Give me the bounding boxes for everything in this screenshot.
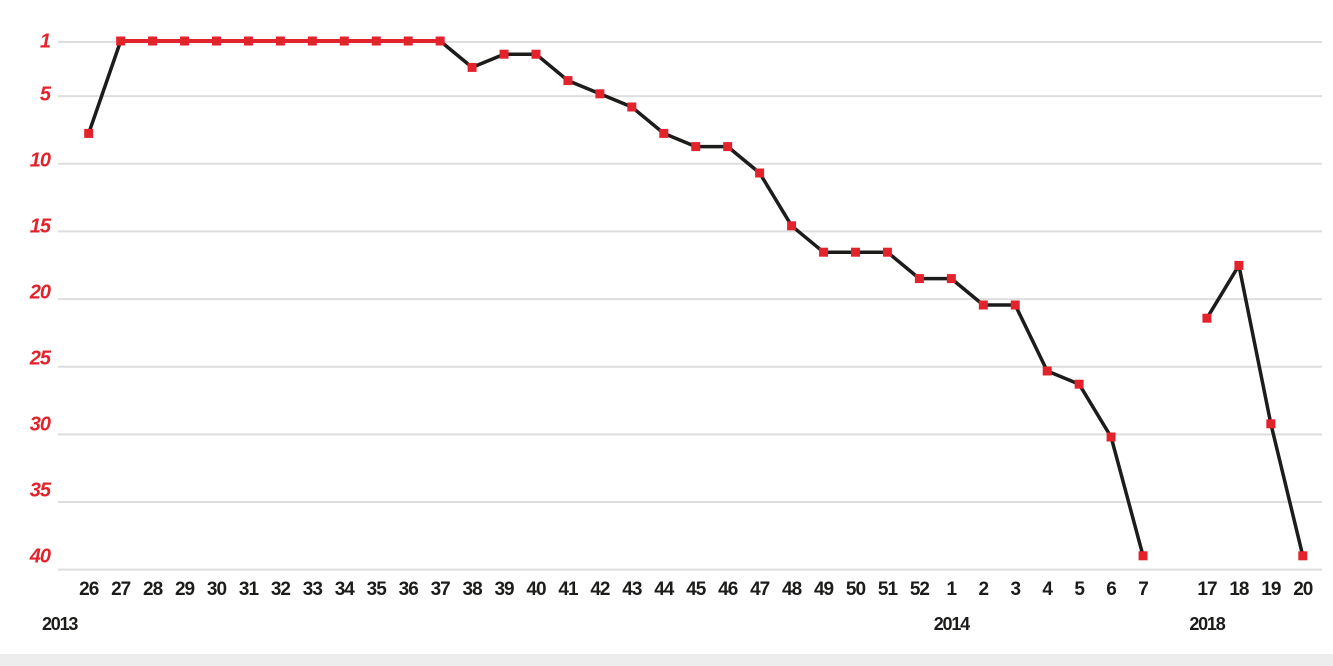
data-point-marker <box>1298 551 1308 561</box>
x-axis-week-label: 17 <box>1197 579 1217 600</box>
data-point-marker <box>499 49 509 59</box>
data-point-marker <box>627 102 637 112</box>
x-axis-week-label: 33 <box>303 579 323 600</box>
data-point-marker <box>787 221 797 231</box>
x-axis-week-label: 40 <box>526 579 546 600</box>
x-axis-week-label: 5 <box>1074 579 1085 600</box>
data-point-marker <box>1010 300 1020 310</box>
x-axis-week-label: 4 <box>1042 579 1053 600</box>
data-point-marker <box>212 36 221 46</box>
y-axis-tick-label: 10 <box>30 149 51 171</box>
y-axis-tick-label: 15 <box>30 215 52 237</box>
y-axis-tick-label: 30 <box>30 413 51 435</box>
year-label: 2018 <box>1189 614 1225 634</box>
x-axis-week-label: 19 <box>1261 579 1281 600</box>
data-point-marker <box>1106 432 1116 442</box>
x-axis-week-label: 1 <box>947 579 958 600</box>
y-axis-tick-label: 35 <box>30 479 52 501</box>
data-point-marker <box>659 128 669 138</box>
x-axis-week-label: 36 <box>399 579 419 600</box>
data-point-marker <box>563 76 573 86</box>
data-point-marker <box>403 36 413 46</box>
data-point-marker <box>819 247 829 257</box>
x-axis-week-label: 39 <box>494 579 514 600</box>
data-point-marker <box>1202 313 1212 323</box>
x-axis-week-label: 26 <box>79 579 99 600</box>
x-axis-week-label: 46 <box>718 579 738 600</box>
x-axis-week-label: 28 <box>143 579 163 600</box>
x-axis-week-label: 20 <box>1293 579 1313 600</box>
year-label: 2014 <box>934 614 970 634</box>
x-axis-week-label: 49 <box>814 579 834 600</box>
data-point-marker <box>723 142 733 152</box>
data-point-marker <box>371 36 381 46</box>
x-axis-week-label: 43 <box>622 579 642 600</box>
x-axis-week-label: 32 <box>271 579 291 600</box>
x-axis-week-label: 45 <box>686 579 707 600</box>
data-point-marker <box>275 36 285 46</box>
y-axis-tick-label: 1 <box>40 31 51 53</box>
x-axis-week-label: 18 <box>1229 579 1249 600</box>
data-point-marker <box>467 62 477 72</box>
year-label: 2013 <box>42 614 78 634</box>
x-axis-week-label: 51 <box>878 579 899 600</box>
x-axis-week-label: 47 <box>750 579 770 600</box>
data-point-marker <box>148 36 158 46</box>
x-axis-week-label: 7 <box>1138 579 1148 600</box>
x-axis-week-label: 50 <box>846 579 866 600</box>
footer-bar <box>0 654 1333 666</box>
y-axis-tick-label: 25 <box>29 347 52 369</box>
data-point-marker <box>1074 379 1084 389</box>
x-axis-week-label: 38 <box>463 579 483 600</box>
data-point-marker <box>851 247 860 257</box>
data-point-marker <box>1138 551 1148 561</box>
x-axis-week-label: 52 <box>910 579 930 600</box>
x-axis-week-label: 3 <box>1010 579 1020 600</box>
data-point-marker <box>1042 366 1052 376</box>
data-point-marker <box>180 36 190 46</box>
x-axis-week-label: 34 <box>335 579 356 600</box>
data-point-marker <box>755 168 765 178</box>
data-point-marker <box>243 36 253 46</box>
data-point-marker <box>882 247 892 257</box>
x-axis-week-label: 2 <box>979 579 989 600</box>
data-point-marker <box>1234 260 1244 270</box>
data-point-marker <box>946 274 956 284</box>
data-point-marker <box>914 274 924 284</box>
x-axis-week-label: 44 <box>654 579 675 600</box>
data-point-marker <box>978 300 988 310</box>
x-axis-week-label: 30 <box>207 579 227 600</box>
chart-line <box>1205 263 1305 558</box>
x-axis-week-label: 35 <box>367 579 388 600</box>
data-point-marker <box>435 36 445 46</box>
y-axis-tick-label: 20 <box>29 281 51 303</box>
x-axis-week-label: 27 <box>111 579 131 600</box>
x-axis-week-label: 31 <box>239 579 260 600</box>
y-axis-tick-label: 40 <box>29 545 51 567</box>
x-axis-week-label: 37 <box>431 579 451 600</box>
data-point-marker <box>595 89 605 99</box>
x-axis-week-label: 6 <box>1106 579 1116 600</box>
x-axis-week-label: 42 <box>590 579 610 600</box>
y-axis-tick-label: 5 <box>40 83 52 105</box>
data-point-marker <box>307 36 317 46</box>
x-axis-week-label: 29 <box>175 579 195 600</box>
data-point-marker <box>339 36 349 46</box>
x-axis-week-label: 48 <box>782 579 802 600</box>
data-point-marker <box>84 128 94 138</box>
data-point-marker <box>116 36 126 46</box>
x-axis-week-label: 41 <box>558 579 579 600</box>
data-point-marker <box>691 142 701 152</box>
data-point-marker <box>531 49 541 59</box>
data-point-marker <box>1266 419 1276 429</box>
